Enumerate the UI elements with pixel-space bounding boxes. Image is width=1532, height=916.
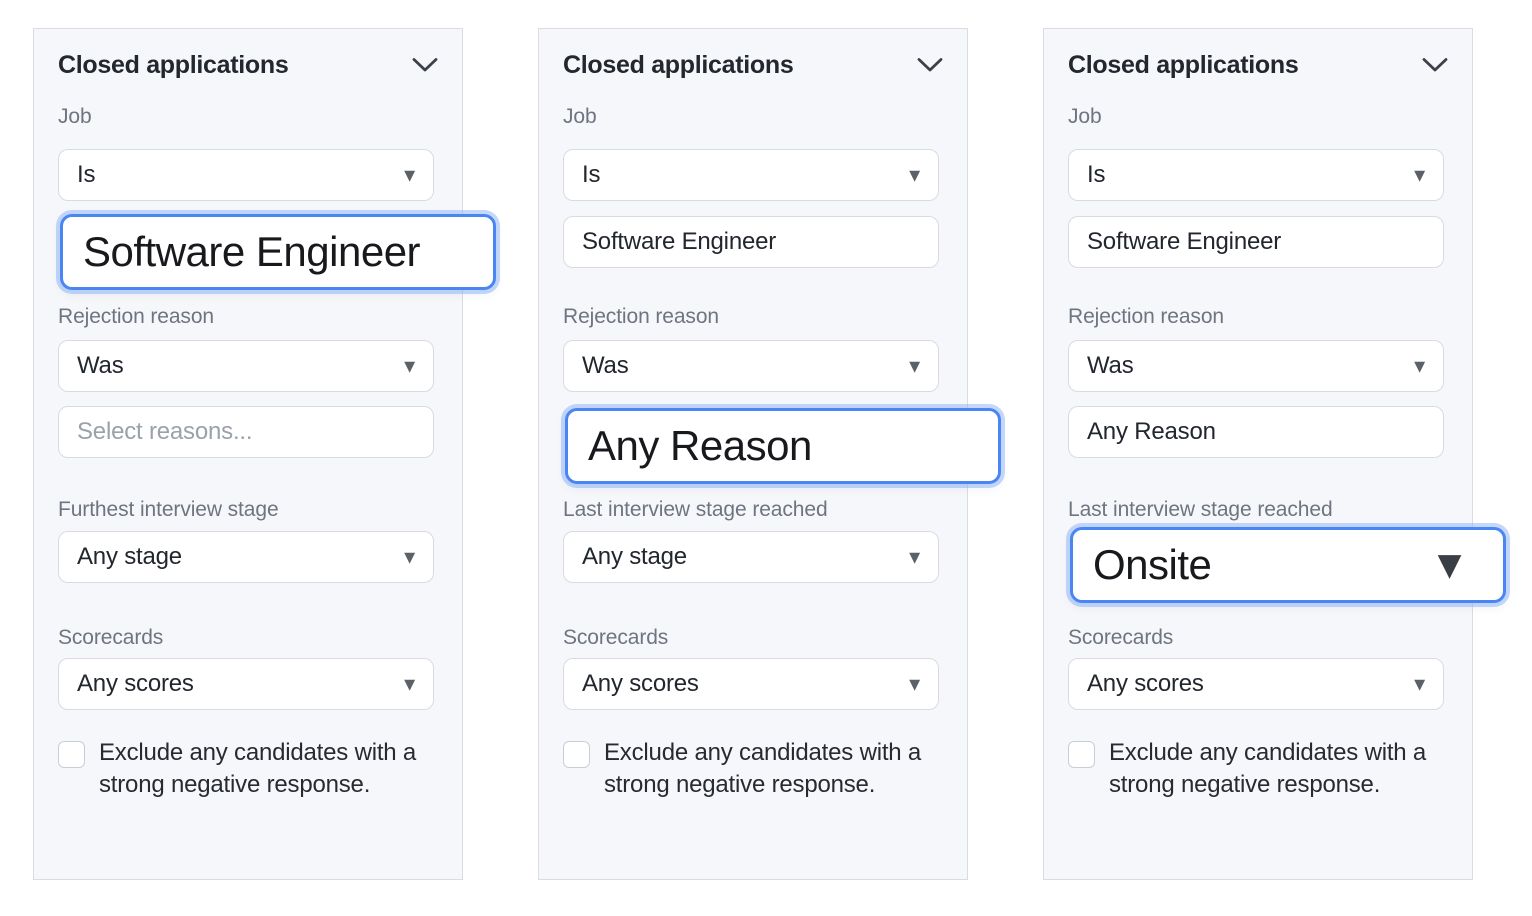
scorecards-value: Any scores <box>1087 670 1204 697</box>
job-operator-select[interactable]: Is ▾ <box>1068 149 1444 201</box>
stage-label: Last interview stage reached <box>563 498 828 521</box>
rejection-operator-value: Was <box>77 352 124 379</box>
caret-down-icon: ▾ <box>909 163 920 188</box>
chevron-down-icon[interactable] <box>917 57 943 73</box>
panel-title: Closed applications <box>1068 51 1299 79</box>
job-value-input-focused[interactable] <box>60 214 496 290</box>
filter-panel-closed-applications-2: Closed applications Job Is ▾ Rejection r… <box>538 28 1001 880</box>
job-operator-select[interactable]: Is ▾ <box>58 149 434 201</box>
job-value-input[interactable] <box>1068 216 1444 268</box>
caret-down-icon: ▾ <box>1414 163 1425 188</box>
scorecards-select[interactable]: Any scores ▾ <box>563 658 939 710</box>
stage-value: Any stage <box>582 543 687 570</box>
stage-value: Onsite <box>1093 541 1212 588</box>
caret-down-icon: ▾ <box>404 163 415 188</box>
rejection-reasons-input[interactable] <box>58 406 434 458</box>
scorecards-value: Any scores <box>582 670 699 697</box>
exclude-negative-checkbox[interactable] <box>563 741 590 768</box>
rejection-reason-label: Rejection reason <box>58 305 214 328</box>
caret-down-icon: ▾ <box>909 545 920 570</box>
exclude-negative-checkbox[interactable] <box>1068 741 1095 768</box>
stage-label: Furthest interview stage <box>58 498 279 521</box>
scorecards-value: Any scores <box>77 670 194 697</box>
stage-select[interactable]: Any stage ▾ <box>563 531 939 583</box>
scorecards-label: Scorecards <box>1068 626 1174 649</box>
exclude-negative-checkbox-label: Exclude any candidates with a strong neg… <box>604 739 922 798</box>
caret-down-icon: ▾ <box>909 354 920 379</box>
scorecards-select[interactable]: Any scores ▾ <box>58 658 434 710</box>
caret-down-icon: ▾ <box>404 672 415 697</box>
scorecards-label: Scorecards <box>58 626 164 649</box>
rejection-operator-select[interactable]: Was ▾ <box>563 340 939 392</box>
filter-panel-closed-applications-1: Closed applications Job Is ▾ Rejection r… <box>33 28 496 880</box>
stage-select-focused[interactable]: Onsite ▼ <box>1070 527 1506 603</box>
panel-title: Closed applications <box>563 51 794 79</box>
exclude-negative-checkbox-label: Exclude any candidates with a strong neg… <box>99 739 417 798</box>
job-operator-value: Is <box>77 161 96 188</box>
rejection-operator-value: Was <box>582 352 629 379</box>
job-label: Job <box>1068 105 1102 128</box>
filter-panel-closed-applications-3: Closed applications Job Is ▾ Rejection r… <box>1043 28 1506 880</box>
chevron-down-icon[interactable] <box>1422 57 1448 73</box>
job-value-input[interactable] <box>563 216 939 268</box>
stage-select[interactable]: Any stage ▾ <box>58 531 434 583</box>
job-operator-select[interactable]: Is ▾ <box>563 149 939 201</box>
stage-value: Any stage <box>77 543 182 570</box>
caret-down-icon: ▾ <box>1414 354 1425 379</box>
rejection-operator-select[interactable]: Was ▾ <box>58 340 434 392</box>
scorecards-select[interactable]: Any scores ▾ <box>1068 658 1444 710</box>
job-operator-value: Is <box>1087 161 1106 188</box>
caret-down-icon: ▾ <box>1414 672 1425 697</box>
caret-down-icon: ▾ <box>404 354 415 379</box>
rejection-value-input[interactable] <box>1068 406 1444 458</box>
rejection-reason-label: Rejection reason <box>563 305 719 328</box>
job-label: Job <box>563 105 597 128</box>
stage-label: Last interview stage reached <box>1068 498 1333 521</box>
rejection-reason-label: Rejection reason <box>1068 305 1224 328</box>
rejection-operator-select[interactable]: Was ▾ <box>1068 340 1444 392</box>
exclude-negative-checkbox-label: Exclude any candidates with a strong neg… <box>1109 739 1427 798</box>
rejection-value-input-focused[interactable] <box>565 408 1001 484</box>
job-label: Job <box>58 105 92 128</box>
scorecards-label: Scorecards <box>563 626 669 649</box>
caret-down-icon: ▾ <box>909 672 920 697</box>
caret-down-icon: ▾ <box>404 545 415 570</box>
chevron-down-icon[interactable] <box>412 57 438 73</box>
panel-title: Closed applications <box>58 51 289 79</box>
caret-down-icon: ▼ <box>1437 546 1462 583</box>
job-operator-value: Is <box>582 161 601 188</box>
exclude-negative-checkbox[interactable] <box>58 741 85 768</box>
rejection-operator-value: Was <box>1087 352 1134 379</box>
